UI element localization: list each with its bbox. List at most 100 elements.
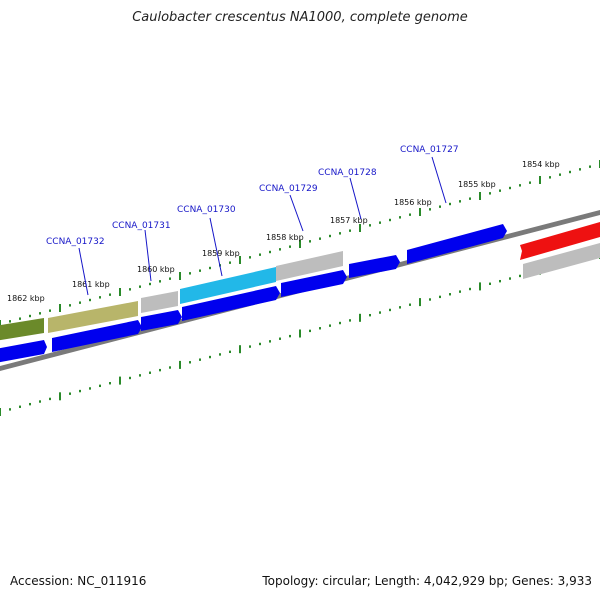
gene-label[interactable]: CCNA_01730 [177,205,236,215]
cds-arrow[interactable] [407,224,507,264]
minor-tick [379,221,381,224]
minor-tick [29,314,31,318]
minor-tick [69,304,71,307]
minor-tick [509,186,511,190]
minor-tick [19,317,21,320]
tick-label: 1857 kbp [330,216,368,225]
gene-leader-line [349,177,362,220]
minor-tick [439,295,441,299]
minor-tick [9,320,11,323]
minor-tick [89,387,91,390]
feature-olive-dark[interactable] [0,318,44,341]
major-tick [479,282,481,291]
minor-tick [309,240,311,243]
minor-tick [519,274,521,278]
major-tick [539,176,541,184]
minor-tick [459,290,461,293]
major-tick [59,392,61,401]
feature-gray-2[interactable] [276,251,343,281]
major-tick [359,224,361,232]
cds-arrow[interactable] [349,255,400,278]
minor-tick [49,309,51,312]
cds-arrow[interactable] [141,310,182,331]
accession-text: Accession: NC_011916 [10,574,147,588]
minor-tick [189,361,191,364]
cds-arrow[interactable] [182,286,280,321]
major-tick [419,208,421,216]
minor-tick [319,327,321,330]
gene-label[interactable]: CCNA_01731 [112,221,171,231]
major-tick [419,298,421,307]
major-tick [239,256,241,264]
minor-tick [79,301,81,304]
gene-label[interactable]: CCNA_01729 [259,184,318,194]
minor-tick [349,319,351,322]
minor-tick [489,282,491,285]
minor-tick [489,192,491,195]
cds-arrow[interactable] [0,340,47,363]
gene-label[interactable]: CCNA_01732 [46,237,105,247]
minor-tick [399,306,401,309]
minor-tick [9,408,11,411]
minor-tick [399,216,401,219]
minor-tick [129,288,131,291]
minor-tick [349,229,351,232]
major-tick [299,240,301,248]
cds-arrow[interactable] [281,270,347,297]
minor-tick [139,374,141,377]
gene-labels: CCNA_01732 CCNA_01731 CCNA_01730 CCNA_01… [46,145,459,247]
major-tick [479,192,481,200]
tick-labels: 1862 kbp 1861 kbp 1860 kbp 1859 kbp 1858… [7,160,560,303]
minor-tick [99,296,101,299]
major-tick [119,288,121,296]
gene-leader-lines [78,156,447,296]
cds-arrow[interactable] [52,320,142,352]
feature-olive-light[interactable] [48,301,138,333]
feature-gray-1[interactable] [141,291,178,313]
minor-tick [369,224,371,227]
minor-tick [39,400,41,403]
minor-tick [159,368,161,372]
major-tick [179,360,181,369]
major-tick [179,272,181,280]
cds-track [0,224,507,363]
minor-tick [259,342,261,346]
minor-tick [529,181,531,184]
minor-tick [329,324,331,327]
minor-tick [229,261,231,264]
minor-tick [329,234,331,238]
minor-tick [259,253,261,256]
minor-tick [429,208,431,211]
major-tick [0,408,1,416]
minor-tick [339,321,341,325]
minor-tick [449,202,451,206]
tick-label: 1854 kbp [522,160,560,169]
major-tick [299,329,301,338]
minor-tick [49,397,51,401]
minor-tick [549,176,551,179]
minor-tick [369,313,371,317]
minor-tick [219,353,221,356]
feature-red[interactable] [520,222,600,260]
feature-gray-3[interactable] [523,243,600,279]
genome-title: Caulobacter crescentus NA1000, complete … [132,10,468,25]
minor-tick [79,389,81,393]
minor-tick [279,337,281,340]
minor-tick [149,371,151,374]
minor-tick [249,256,251,259]
minor-tick [19,405,21,408]
gene-label[interactable]: CCNA_01727 [400,145,459,155]
minor-tick [249,345,251,348]
minor-tick [449,293,451,296]
feature-cyan[interactable] [180,267,276,304]
minor-tick [379,311,381,314]
feature-track [0,222,600,341]
minor-tick [159,280,161,283]
minor-tick [469,197,471,200]
tick-label: 1859 kbp [202,249,240,258]
gene-label[interactable]: CCNA_01728 [318,168,377,178]
gene-leader-line [78,247,89,296]
minor-tick [429,298,431,301]
tick-label: 1856 kbp [394,198,432,207]
